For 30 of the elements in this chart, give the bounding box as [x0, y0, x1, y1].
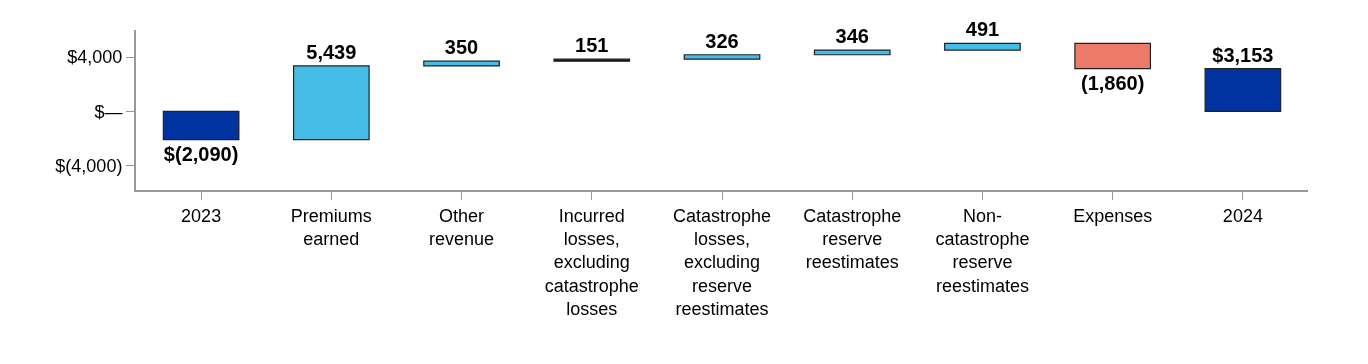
x-tick-label: Incurred losses, excluding catastrophe losses — [544, 205, 639, 320]
bar — [1074, 42, 1152, 70]
bar — [1204, 68, 1282, 112]
x-tick-label: 2024 — [1222, 205, 1263, 226]
data-label: 491 — [965, 18, 1000, 41]
y-tick-label: $— — [94, 101, 123, 122]
data-label: $3,153 — [1212, 43, 1274, 66]
bar — [683, 54, 761, 60]
bar — [944, 42, 1021, 51]
x-tick-label: Other revenue — [429, 205, 495, 249]
bar — [813, 49, 891, 56]
data-label: 350 — [444, 36, 479, 59]
y-tick-label: $4,000 — [67, 47, 123, 68]
data-label: 151 — [575, 34, 609, 57]
data-label: $(2,090) — [163, 142, 239, 165]
data-label: 5,439 — [306, 40, 357, 63]
x-tick-label: Premiums earned — [290, 205, 372, 249]
bar — [423, 60, 500, 67]
y-tick-label: $(4,000) — [55, 155, 123, 176]
data-label: 326 — [705, 29, 739, 52]
bar — [553, 58, 631, 62]
x-tick-label: Catastrophe losses, excluding reserve reestimates — [672, 205, 772, 320]
x-tick-label: Catastrophe reserve reestimates — [803, 205, 902, 273]
bar — [162, 110, 240, 141]
x-tick-label: Expenses — [1073, 205, 1153, 226]
data-label: 346 — [835, 25, 869, 48]
x-tick-label: 2023 — [181, 205, 222, 226]
bar — [292, 65, 370, 141]
x-tick-label: Non-catastrophe reserve reestimates — [935, 205, 1030, 296]
data-label: (1,860) — [1080, 71, 1145, 94]
